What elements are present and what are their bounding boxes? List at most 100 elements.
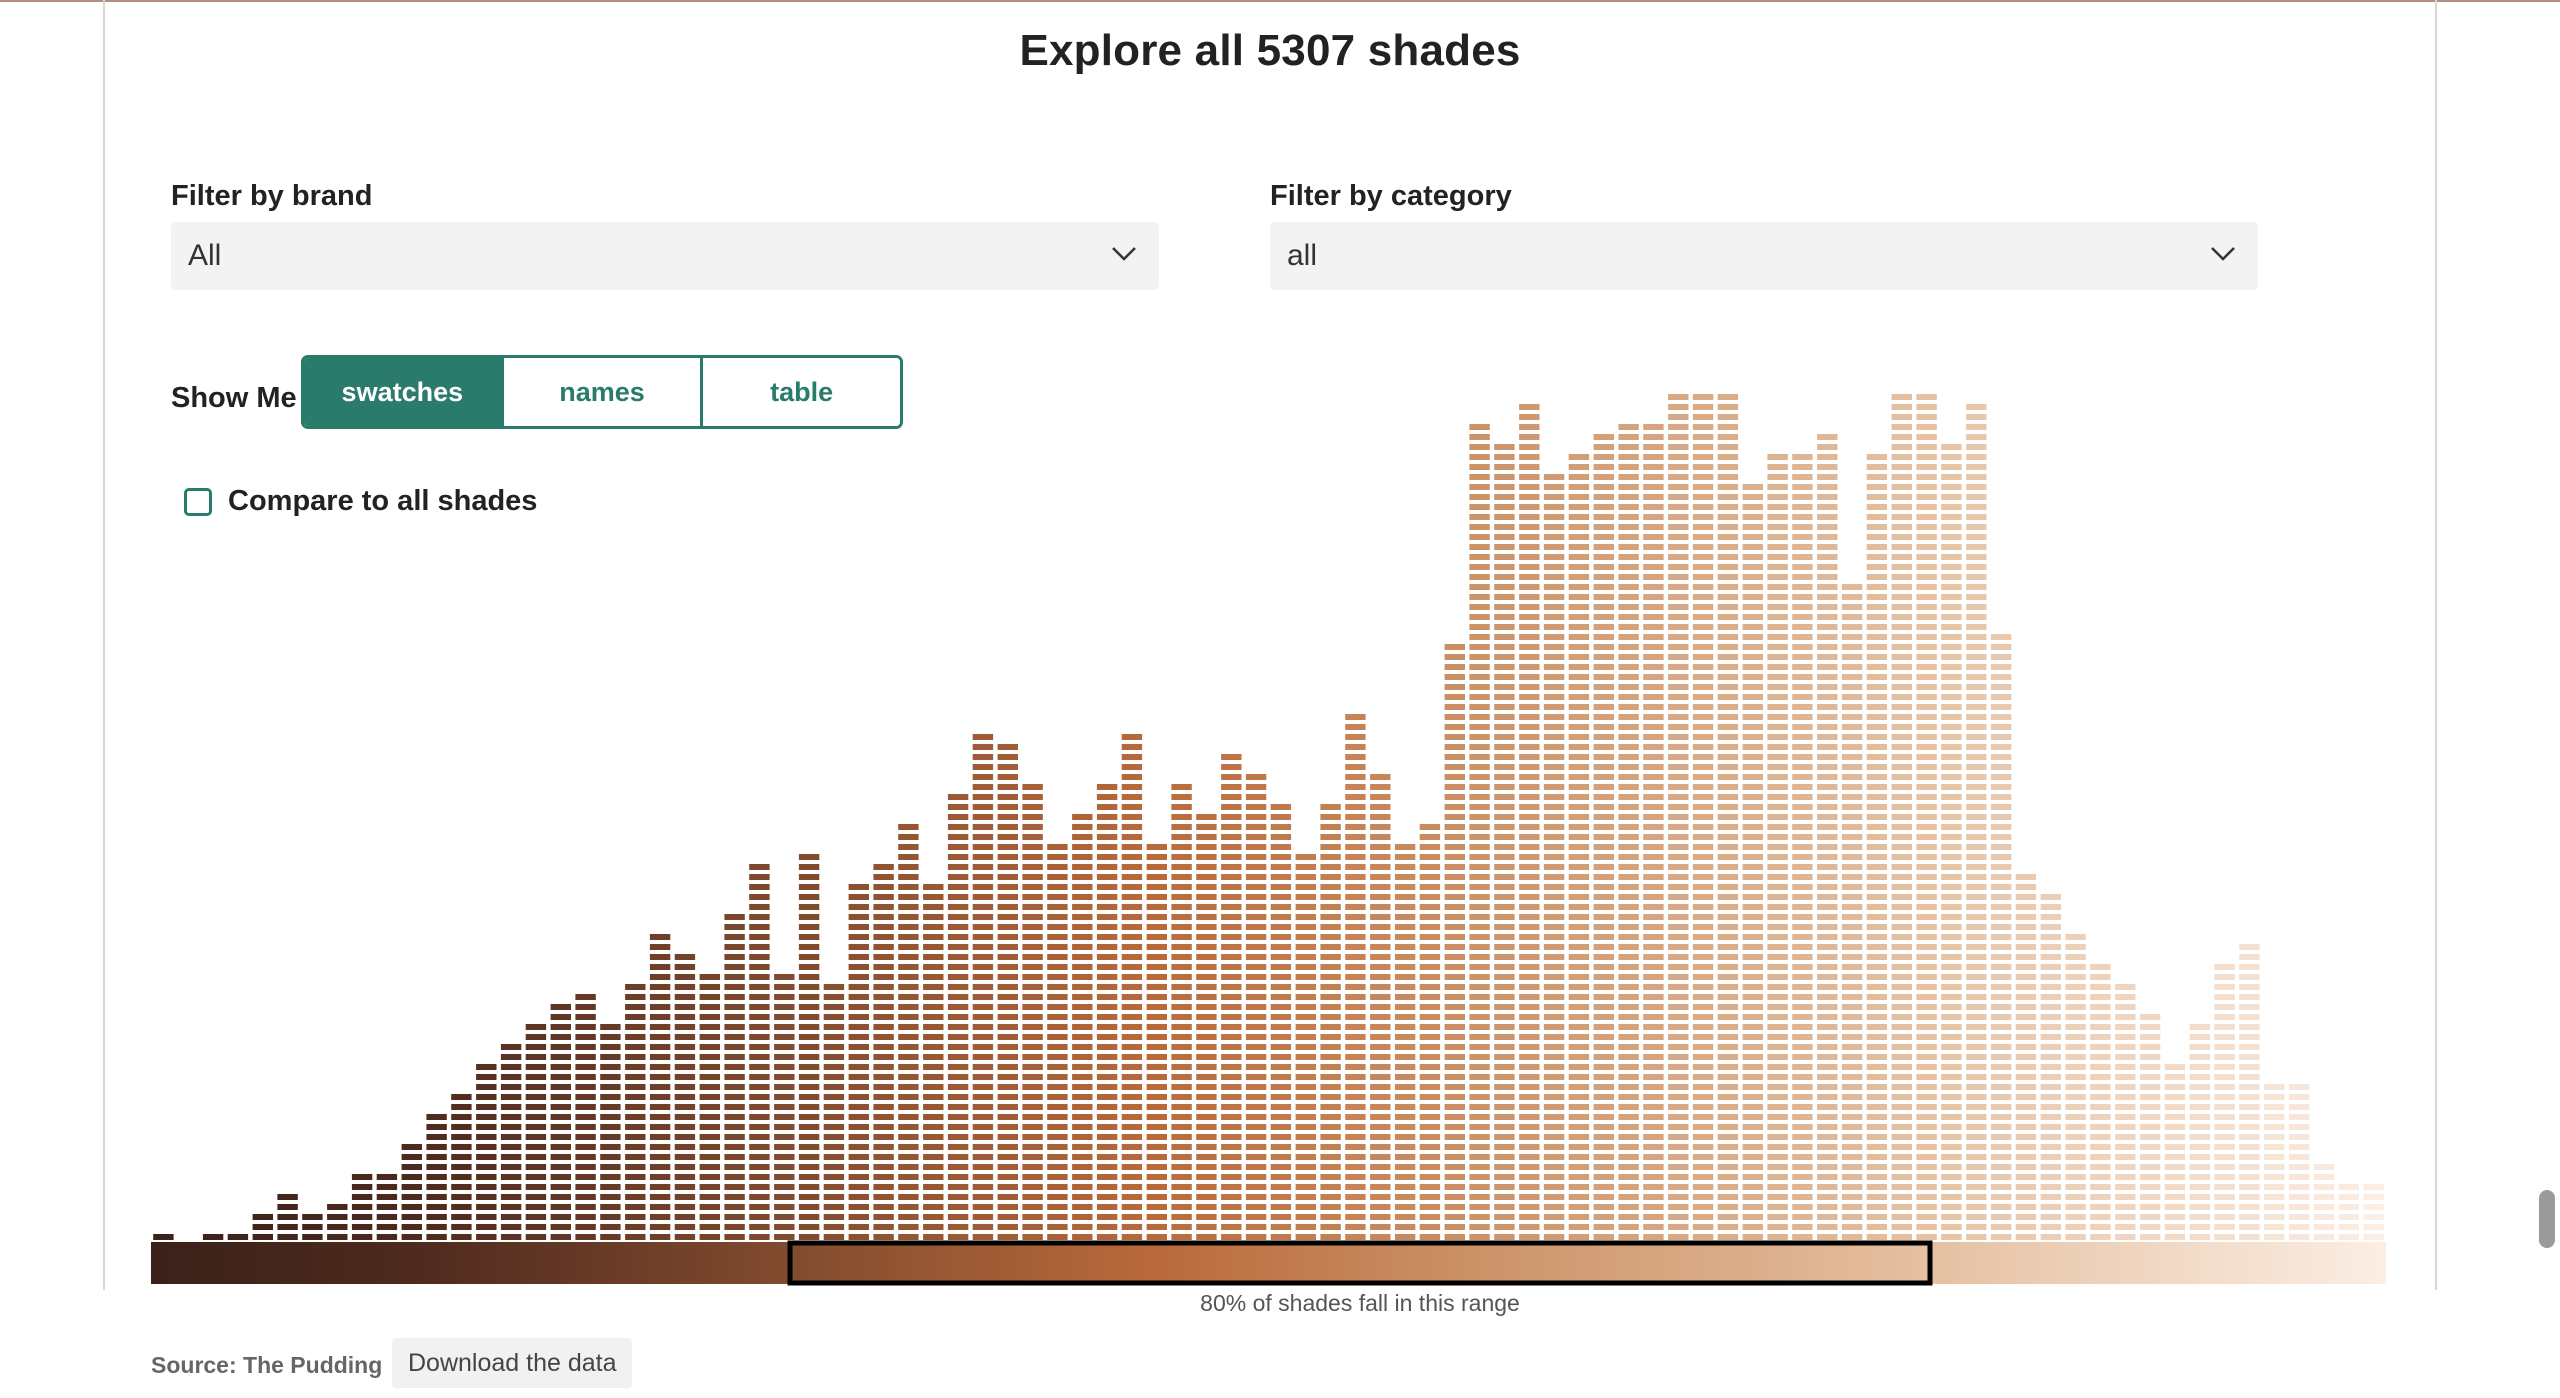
shade-swatch[interactable] <box>625 1124 646 1130</box>
shade-swatch[interactable] <box>1494 484 1515 490</box>
shade-swatch[interactable] <box>1047 1184 1068 1190</box>
shade-swatch[interactable] <box>1866 464 1888 470</box>
shade-swatch[interactable] <box>1419 1054 1441 1060</box>
shade-swatch[interactable] <box>749 1084 770 1090</box>
shade-swatch[interactable] <box>1072 1214 1093 1220</box>
shade-swatch[interactable] <box>1295 994 1316 1000</box>
shade-swatch[interactable] <box>1345 954 1366 960</box>
shade-swatch[interactable] <box>1916 1084 1937 1090</box>
shade-swatch[interactable] <box>1941 1034 1962 1040</box>
shade-swatch[interactable] <box>649 1154 671 1160</box>
shade-swatch[interactable] <box>1792 644 1813 650</box>
shade-swatch[interactable] <box>1171 964 1192 970</box>
shade-swatch[interactable] <box>1419 1114 1441 1120</box>
shade-swatch[interactable] <box>1022 1194 1043 1200</box>
shade-swatch[interactable] <box>1618 734 1639 740</box>
shade-swatch[interactable] <box>1916 944 1937 950</box>
shade-swatch[interactable] <box>1941 734 1962 740</box>
shade-swatch[interactable] <box>1891 1054 1912 1060</box>
shade-swatch[interactable] <box>1519 574 1540 580</box>
shade-swatch[interactable] <box>1543 484 1565 490</box>
shade-swatch[interactable] <box>1643 1074 1664 1080</box>
shade-swatch[interactable] <box>1196 1154 1217 1160</box>
shade-swatch[interactable] <box>625 1134 646 1140</box>
shade-swatch[interactable] <box>1618 864 1639 870</box>
shade-swatch[interactable] <box>2065 944 2086 950</box>
shade-swatch[interactable] <box>1742 1064 1763 1070</box>
shade-swatch[interactable] <box>1394 1214 1416 1220</box>
shade-swatch[interactable] <box>1841 644 1863 650</box>
shade-swatch[interactable] <box>1121 1234 1143 1240</box>
shade-swatch[interactable] <box>2040 964 2061 970</box>
shade-swatch[interactable] <box>997 1064 1018 1070</box>
shade-swatch[interactable] <box>1841 1024 1863 1030</box>
shade-swatch[interactable] <box>1866 1114 1888 1120</box>
shade-swatch[interactable] <box>1817 494 1838 500</box>
shade-swatch[interactable] <box>873 894 894 900</box>
shade-swatch[interactable] <box>1146 1174 1167 1180</box>
shade-swatch[interactable] <box>476 1184 497 1190</box>
shade-swatch[interactable] <box>1817 744 1838 750</box>
shade-swatch[interactable] <box>1444 994 1465 1000</box>
shade-swatch[interactable] <box>1519 654 1540 660</box>
shade-swatch[interactable] <box>1891 1144 1912 1150</box>
shade-swatch[interactable] <box>2115 1224 2136 1230</box>
shade-swatch[interactable] <box>525 1074 547 1080</box>
shade-swatch[interactable] <box>1866 1164 1888 1170</box>
shade-swatch[interactable] <box>1966 824 1987 830</box>
shade-swatch[interactable] <box>1618 984 1639 990</box>
shade-swatch[interactable] <box>724 1164 745 1170</box>
shade-swatch[interactable] <box>1519 1204 1540 1210</box>
shade-swatch[interactable] <box>1121 1054 1143 1060</box>
shade-swatch[interactable] <box>575 1094 596 1100</box>
shade-swatch[interactable] <box>898 994 919 1000</box>
shade-swatch[interactable] <box>1767 774 1788 780</box>
shade-swatch[interactable] <box>1792 1024 1813 1030</box>
shade-swatch[interactable] <box>1941 1024 1962 1030</box>
shade-swatch[interactable] <box>1543 944 1565 950</box>
shade-swatch[interactable] <box>1047 844 1068 850</box>
shade-swatch[interactable] <box>1022 1054 1043 1060</box>
shade-swatch[interactable] <box>1618 514 1639 520</box>
shade-swatch[interactable] <box>1469 604 1490 610</box>
shade-swatch[interactable] <box>674 1074 696 1080</box>
shade-swatch[interactable] <box>1966 534 1987 540</box>
shade-swatch[interactable] <box>1171 1144 1192 1150</box>
shade-swatch[interactable] <box>972 974 994 980</box>
shade-swatch[interactable] <box>2214 974 2235 980</box>
shade-swatch[interactable] <box>1692 974 1714 980</box>
shade-swatch[interactable] <box>1792 764 1813 770</box>
shade-swatch[interactable] <box>2164 1114 2186 1120</box>
shade-swatch[interactable] <box>1742 1044 1763 1050</box>
shade-swatch[interactable] <box>2065 1064 2086 1070</box>
shade-swatch[interactable] <box>2090 1024 2111 1030</box>
shade-swatch[interactable] <box>1742 694 1763 700</box>
shade-swatch[interactable] <box>923 1144 944 1150</box>
shade-swatch[interactable] <box>1568 1064 1590 1070</box>
shade-swatch[interactable] <box>1817 844 1838 850</box>
shade-swatch[interactable] <box>1593 634 1614 640</box>
shade-swatch[interactable] <box>2239 1214 2260 1220</box>
shade-swatch[interactable] <box>277 1204 298 1210</box>
shade-swatch[interactable] <box>1817 1154 1838 1160</box>
shade-swatch[interactable] <box>2065 1154 2086 1160</box>
shade-swatch[interactable] <box>1692 874 1714 880</box>
shade-swatch[interactable] <box>1916 964 1937 970</box>
shade-swatch[interactable] <box>898 1204 919 1210</box>
shade-swatch[interactable] <box>1072 1164 1093 1170</box>
shade-swatch[interactable] <box>798 1124 820 1130</box>
shade-swatch[interactable] <box>798 1234 820 1240</box>
shade-swatch[interactable] <box>1817 1014 1838 1020</box>
shade-swatch[interactable] <box>1643 614 1664 620</box>
shade-swatch[interactable] <box>1593 1034 1614 1040</box>
shade-swatch[interactable] <box>1717 554 1739 560</box>
shade-swatch[interactable] <box>401 1204 422 1210</box>
shade-swatch[interactable] <box>1866 984 1888 990</box>
shade-swatch[interactable] <box>2090 1114 2111 1120</box>
shade-swatch[interactable] <box>1096 894 1118 900</box>
shade-swatch[interactable] <box>1221 1174 1242 1180</box>
shade-swatch[interactable] <box>1916 564 1937 570</box>
shade-swatch[interactable] <box>1692 1094 1714 1100</box>
shade-swatch[interactable] <box>997 1224 1018 1230</box>
shade-swatch[interactable] <box>625 994 646 1000</box>
